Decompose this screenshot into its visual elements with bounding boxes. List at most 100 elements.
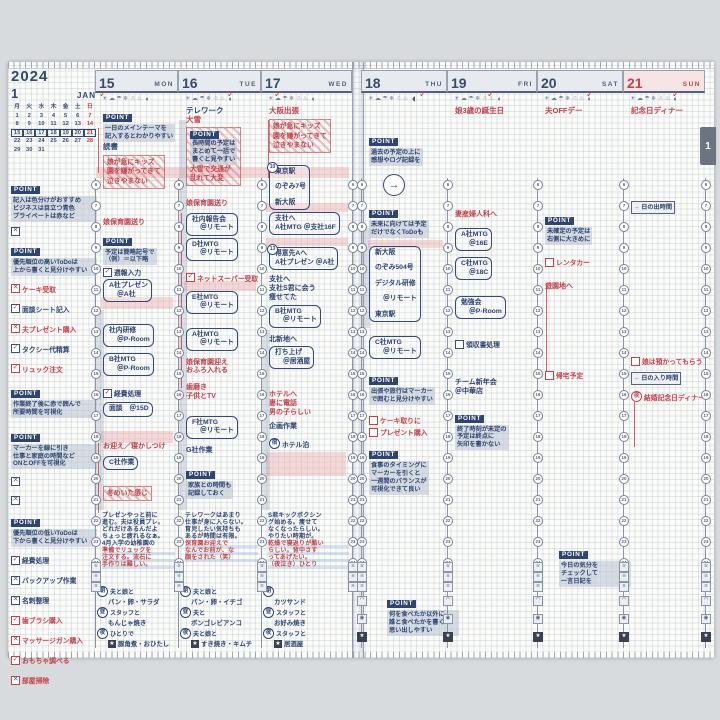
event-box[interactable]: 勉強会 ＠P-Room	[455, 296, 506, 320]
mood-check-icon[interactable]: ≡	[533, 582, 543, 592]
todo-item[interactable]: ✕	[11, 226, 97, 236]
todo-item[interactable]: ✓ 歯ブラシ購入	[11, 615, 97, 625]
snowflake-icon[interactable]: ❄	[289, 96, 295, 102]
mood-check-icon[interactable]: ≡	[257, 562, 267, 572]
umbrella-icon[interactable]: ☂	[382, 96, 388, 102]
umbrella-icon[interactable]: ☂	[468, 96, 474, 102]
hotspring-icon[interactable]: ♨	[136, 96, 143, 102]
todo-item[interactable]: ✓ タクシー代精算	[11, 344, 97, 354]
calendar-day[interactable]: 16	[23, 128, 36, 137]
mood-check-icon[interactable]: ≡	[357, 572, 367, 582]
hotspring-icon[interactable]: ♨	[219, 96, 226, 102]
snowman-icon[interactable]: ☃	[395, 96, 402, 102]
checkbox-icon[interactable]: ✕	[11, 635, 20, 645]
snowman-icon[interactable]: ☃	[657, 96, 664, 102]
mood-check-icon[interactable]: ≡	[701, 582, 711, 592]
checkbox-icon[interactable]: ✕	[11, 324, 20, 334]
lunch-stub-icon[interactable]: ◉	[443, 614, 453, 624]
event-box[interactable]: D社MTG ＠リモート	[186, 237, 238, 261]
sun-icon[interactable]: ☀	[268, 96, 274, 102]
calendar-day[interactable]: 11	[50, 121, 57, 127]
breakfast-stub-icon[interactable]: ◠	[619, 596, 629, 606]
checkbox-icon[interactable]: ✓	[186, 273, 195, 283]
sun-icon[interactable]: ☀	[454, 96, 460, 102]
todo-item[interactable]: レンタカー	[545, 257, 590, 267]
mood-check-icon[interactable]: ≡	[257, 582, 267, 592]
day-header[interactable]: 21 SUN	[623, 70, 705, 93]
calendar-day[interactable]: 31	[38, 146, 45, 153]
mood-check-icon[interactable]: ≡	[619, 572, 629, 582]
star-stub-icon[interactable]: ★	[701, 632, 711, 642]
todo-item[interactable]: ✕ 夫プレゼント購入	[11, 324, 97, 334]
hotspring-icon[interactable]: ♨	[578, 96, 585, 102]
event-box[interactable]: C社MTG ＠リモート	[369, 336, 421, 360]
checkbox-icon[interactable]	[455, 339, 464, 349]
umbrella-icon[interactable]: ☂	[644, 96, 650, 102]
event-box[interactable]: 13 得意先Aへ A社プレゼン ＠A社	[267, 244, 339, 271]
todo-item[interactable]: ✕	[11, 477, 97, 487]
checkbox-icon[interactable]	[545, 257, 554, 267]
event-box[interactable]: E社MTG ＠リモート	[186, 290, 238, 314]
day-header[interactable]: 16 TUE	[178, 70, 261, 93]
calendar-day[interactable]: 20	[71, 128, 84, 137]
sun-icon[interactable]: ☀	[544, 96, 550, 102]
calendar-day[interactable]	[60, 146, 72, 155]
hotspring-icon[interactable]: ♨	[402, 96, 409, 102]
breakfast-stub-icon[interactable]: ◠	[357, 596, 367, 606]
day-header[interactable]: 15 MON	[95, 70, 178, 93]
event-box[interactable]: A社MTG ＠16E	[455, 228, 492, 252]
todo-item[interactable]: ✓ 週報入力	[103, 267, 141, 277]
sun-icon[interactable]: ☀	[630, 96, 636, 102]
calendar-day[interactable]: 27	[74, 138, 81, 144]
calendar-day[interactable]: 17	[35, 128, 48, 137]
checkbox-icon[interactable]: ✕	[11, 226, 20, 236]
event-box[interactable]: 支社へ A社MTG ＠支社16F	[269, 212, 340, 236]
umbrella-icon[interactable]: ☂	[199, 96, 205, 102]
todo-item[interactable]: ✓ おもちゃ調べる	[11, 655, 97, 665]
lunch-stub-icon[interactable]: ◉	[701, 614, 711, 624]
mood-check-icon[interactable]: ≡	[357, 562, 367, 572]
sun-icon[interactable]: ☀	[185, 96, 191, 102]
event-box[interactable]: 打ち上げ ＠居酒屋	[269, 346, 315, 370]
breakfast-stub-icon[interactable]: ◠	[443, 596, 453, 606]
mood-check-icon[interactable]: ≡	[443, 562, 453, 572]
event-box[interactable]: 新大阪 のぞみ504号 デジタル研修 ＠リモート 東京駅	[369, 245, 421, 323]
calendar-day[interactable]: 25	[50, 138, 57, 144]
todo-item[interactable]: ✓ 経費処理	[11, 555, 97, 565]
mood-check-icon[interactable]: ≡	[91, 572, 101, 582]
mood-check-icon[interactable]: ≡	[357, 582, 367, 592]
snowman-icon[interactable]: ☃	[212, 96, 219, 102]
checkbox-icon[interactable]: ✕	[11, 575, 20, 585]
calendar-day[interactable]: 15	[11, 128, 24, 137]
hotspring-icon[interactable]: ♨	[488, 96, 495, 102]
calendar-day[interactable]	[47, 146, 59, 155]
calendar-day[interactable]: 10	[38, 121, 45, 127]
mood-check-icon[interactable]: ≡	[257, 572, 267, 582]
calendar-day[interactable]: 22	[13, 138, 21, 144]
calendar-day[interactable]: 13	[74, 121, 81, 127]
hotspring-icon[interactable]: ♨	[302, 96, 309, 102]
calendar-day[interactable]: 26	[62, 138, 69, 144]
mood-check-icon[interactable]: ≡	[443, 572, 453, 582]
calendar-day[interactable]: 14	[86, 121, 94, 127]
sun-icon[interactable]: ☀	[102, 96, 108, 102]
mood-check-icon[interactable]: ≡	[443, 582, 453, 592]
day-header[interactable]: 18 THU	[361, 70, 447, 93]
checkbox-icon[interactable]: ✕	[11, 284, 20, 294]
todo-item[interactable]: ✓ 経費処理	[103, 388, 141, 398]
event-box[interactable]: C社作業	[103, 455, 139, 471]
mood-check-icon[interactable]: ≡	[91, 562, 101, 572]
star-stub-icon[interactable]: ★	[357, 632, 367, 642]
calendar-day[interactable]: 6	[76, 112, 80, 119]
cloud-icon[interactable]: ☁	[460, 96, 467, 102]
todo-item[interactable]: ✓ リュック注文	[11, 364, 97, 374]
checkbox-icon[interactable]: ✕	[11, 595, 20, 605]
mood-check-icon[interactable]: ≡	[174, 572, 184, 582]
snowflake-icon[interactable]: ❄	[651, 96, 657, 102]
calendar-day[interactable]: 4	[51, 112, 56, 119]
mood-check-icon[interactable]: ≡	[174, 582, 184, 592]
event-box[interactable]: B社MTG ＠リモート	[269, 304, 321, 328]
mood-check-icon[interactable]: ≡	[533, 562, 543, 572]
checkbox-icon[interactable]	[369, 415, 378, 425]
calendar-day[interactable]: 29	[13, 146, 21, 153]
